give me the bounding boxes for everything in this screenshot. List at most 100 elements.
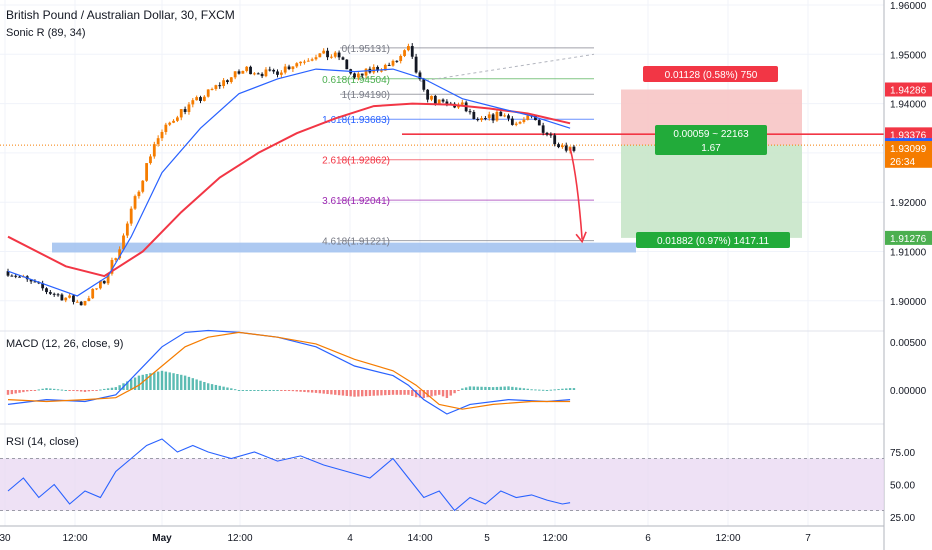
fib-level-label: 3.618(1.92041)	[322, 196, 390, 207]
candle-body	[487, 114, 491, 119]
fib-level-label: 0(1.95131)	[342, 44, 390, 55]
time-tick: 7	[805, 533, 811, 544]
candle-body	[314, 57, 318, 60]
candle-body	[337, 52, 341, 58]
macd-histogram-bar	[345, 390, 348, 396]
candle-body	[83, 301, 87, 306]
candle-body	[391, 60, 395, 66]
price-badge-label: 1.93099	[890, 144, 927, 155]
macd-histogram-bar	[357, 390, 360, 397]
time-axis[interactable]: 30 12:00 May 12:00 4 14:00 5 12:00 6 12:00 7	[0, 533, 811, 544]
candle-body	[561, 145, 564, 148]
fib-trend-line	[419, 53, 595, 82]
macd-histogram-bar	[156, 371, 160, 390]
candle-body	[526, 115, 530, 120]
candle-body	[95, 288, 98, 290]
candle-body	[179, 109, 183, 118]
candle-body	[33, 281, 37, 283]
candle-body	[237, 71, 241, 74]
macd-histogram-bar	[72, 390, 75, 391]
time-tick: 12:00	[227, 533, 252, 544]
candle-body	[256, 73, 260, 75]
macd-histogram-bar	[484, 386, 487, 390]
candle-body	[160, 131, 164, 139]
macd-histogram-bar	[195, 379, 198, 390]
candle-body	[491, 114, 495, 121]
macd-histogram-bar	[461, 388, 464, 390]
macd-histogram-bar	[399, 390, 402, 395]
macd-histogram-bar	[114, 387, 117, 390]
macd-histogram-bar	[287, 390, 291, 391]
macd-histogram-bar	[534, 389, 537, 391]
macd-histogram-bar	[538, 389, 541, 391]
macd-histogram-bar	[245, 390, 248, 391]
macd-histogram-bar	[445, 390, 449, 398]
time-tick: 12:00	[542, 533, 567, 544]
macd-histogram-bar	[526, 388, 529, 390]
macd-histogram-bar	[372, 390, 375, 396]
candle-body	[48, 292, 52, 294]
candle-body	[364, 68, 368, 76]
candle-body	[345, 59, 349, 70]
candle-body	[553, 135, 557, 145]
macd-histogram-bar	[45, 388, 48, 390]
candle-body	[164, 124, 168, 132]
macd-histogram-bar	[314, 390, 318, 393]
macd-histogram-bar	[164, 371, 168, 390]
macd-histogram-bar	[56, 389, 60, 391]
candle-body	[60, 294, 64, 301]
candle-body	[356, 73, 360, 78]
price-badge	[885, 141, 932, 156]
rsi-tick: 50.00	[890, 481, 915, 492]
time-tick: 5	[484, 533, 490, 544]
macd-histogram-bar	[26, 390, 29, 392]
macd-histogram-bar	[95, 390, 98, 391]
price-tick: 1.91000	[890, 248, 927, 259]
take-profit-zone[interactable]	[621, 145, 802, 238]
support-zone[interactable]	[52, 242, 636, 253]
forecast-arrow[interactable]	[569, 147, 583, 240]
candle-body	[510, 118, 514, 125]
macd-histogram-bar	[441, 390, 445, 397]
candle-body	[176, 117, 179, 121]
macd-legend[interactable]: MACD (12, 26, close, 9)	[6, 338, 123, 350]
candle-body	[68, 295, 71, 298]
time-tick: 12:00	[715, 533, 740, 544]
candle-body	[118, 249, 122, 259]
candle-body	[322, 50, 326, 54]
macd-histogram-bar	[418, 390, 422, 398]
price-badge-label: 26:34	[890, 157, 915, 168]
fibonacci-extension[interactable]: 0(1.95131) 0.618(1.94504) 1(1.94190) 1.618(…	[322, 44, 595, 248]
candle-body	[75, 301, 79, 303]
macd-histogram-bar	[422, 390, 425, 398]
candle-body	[125, 223, 129, 236]
rsi-tick: 25.00	[890, 513, 915, 524]
macd-histogram-bar	[226, 387, 229, 390]
candle-body	[295, 63, 299, 67]
candle-body	[518, 121, 522, 124]
candle-body	[52, 293, 56, 295]
macd-histogram-bar	[126, 381, 129, 390]
indicator-legend[interactable]: Sonic R (89, 34)	[6, 27, 85, 39]
fib-level-label: 0.618(1.94504)	[322, 75, 390, 86]
candle-body	[10, 275, 14, 277]
forecast-arrow-head	[575, 231, 587, 244]
time-tick: 30	[0, 533, 11, 544]
price-tick: 1.95000	[890, 50, 927, 61]
candle-body	[249, 66, 252, 75]
stop-label: 0.01128 (0.58%) 750	[665, 70, 758, 81]
macd-histogram-bar	[568, 388, 572, 390]
macd-histogram-bar	[33, 390, 37, 391]
candle-body	[195, 97, 199, 101]
candle-body	[499, 111, 503, 117]
macd-histogram-bar	[299, 390, 302, 392]
macd-histogram-bar	[318, 390, 322, 394]
macd-histogram-bar	[549, 389, 553, 391]
entry-label-box: 0.00059 ~ 22163 1.67	[655, 125, 767, 155]
macd-histogram-bar	[22, 390, 25, 393]
macd-histogram-bar	[172, 373, 175, 390]
candle-body	[279, 72, 283, 75]
rsi-legend[interactable]: RSI (14, close)	[6, 436, 79, 448]
candle-body	[206, 89, 210, 97]
